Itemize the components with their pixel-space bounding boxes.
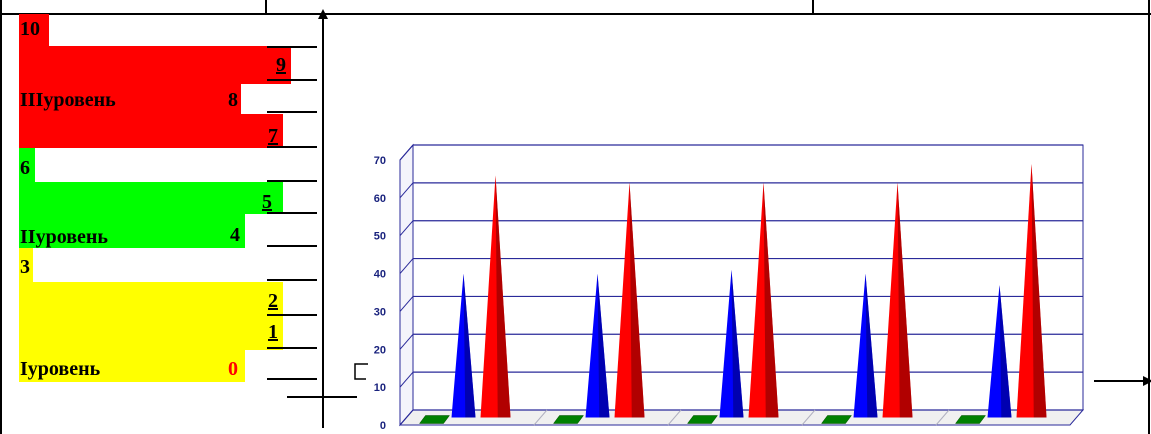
scale-number-3: 3 [20, 256, 30, 278]
gridline-side [399, 258, 414, 274]
cone-shade-series-2 [495, 175, 511, 418]
y-tick-label: 20 [374, 344, 386, 356]
gridline-side [399, 333, 414, 350]
cone-shade-series-1 [463, 273, 476, 418]
y-tick-label: 0 [380, 420, 386, 432]
cone-shade-series-2 [763, 182, 779, 418]
level1-label: Iуровень [20, 358, 101, 380]
gridline-side [399, 144, 414, 161]
scale-tick [267, 146, 317, 148]
level3-band-mid [19, 84, 241, 114]
category-divider [801, 409, 816, 426]
gridline-side [399, 409, 414, 426]
cone-shade-series-1 [731, 269, 744, 418]
scale-tick [267, 212, 317, 214]
category-divider [533, 409, 548, 426]
scale-tick [267, 378, 317, 380]
level1-band-top [19, 248, 33, 282]
level3-band-low [19, 114, 283, 148]
gridline-side [399, 371, 414, 388]
scale-tick [267, 180, 317, 182]
gridline-side [399, 296, 414, 312]
scale-number-2: 2 [268, 290, 278, 312]
scale-number-5: 5 [262, 191, 272, 213]
level3-band-top [19, 14, 49, 46]
level2-label: IIуровень [20, 226, 108, 248]
y-tick-label: 30 [374, 306, 386, 318]
y-tick-label: 40 [374, 269, 386, 281]
y-tick-label: 70 [374, 155, 386, 167]
frame-left-line [0, 0, 2, 434]
cone-series-0 [955, 415, 986, 424]
scale-number-6: 6 [20, 157, 30, 179]
scale-number-10: 10 [20, 18, 40, 40]
scale-number-0: 0 [228, 358, 238, 380]
level1-band-low [19, 350, 245, 382]
cone-series-0 [553, 415, 584, 424]
scale-tick [267, 314, 317, 316]
cone-series-0 [821, 415, 852, 424]
cone-shade-series-2 [897, 182, 913, 418]
gridline-side [399, 182, 414, 199]
cone-shade-series-1 [597, 273, 610, 418]
scale-number-4: 4 [230, 224, 240, 246]
cone-shade-series-1 [865, 273, 878, 418]
level2-band-top [19, 148, 35, 182]
category-divider [667, 409, 682, 426]
scale-number-9: 9 [276, 54, 286, 76]
scale-number-7: 7 [268, 125, 278, 147]
frame-right-line [1148, 0, 1150, 434]
scale-tick [267, 46, 317, 48]
y-tick-label: 10 [374, 382, 386, 394]
category-divider [935, 409, 950, 426]
y-tick-label: 60 [374, 193, 386, 205]
gridline-side [399, 220, 414, 237]
frame-divider-2 [812, 0, 814, 14]
cone-shade-series-1 [999, 285, 1012, 418]
bracket-mark [354, 363, 368, 380]
scale-number-8: 8 [228, 89, 238, 111]
level3-label: IIIуровень [20, 89, 116, 111]
scale-tick [267, 279, 317, 281]
chart-back-wall [412, 144, 1084, 411]
cone-shade-series-2 [629, 182, 645, 418]
level2-band-low [19, 214, 245, 248]
cone-series-0 [687, 415, 718, 424]
level2-band-main [19, 182, 283, 214]
frame-top-line [0, 13, 1151, 15]
chart-side-wall [399, 143, 414, 427]
scale-tick [267, 245, 317, 247]
level1-band-main [19, 282, 283, 350]
cone-series-0 [419, 415, 450, 424]
scale-tick [267, 347, 317, 349]
scale-number-1: 1 [268, 321, 278, 343]
scale-tick [267, 79, 317, 81]
y-tick-label: 50 [374, 231, 386, 243]
scale-tick [267, 111, 317, 113]
cone-shade-series-2 [1031, 163, 1047, 418]
frame-divider-1 [265, 0, 267, 14]
level3-band-main [19, 46, 291, 84]
